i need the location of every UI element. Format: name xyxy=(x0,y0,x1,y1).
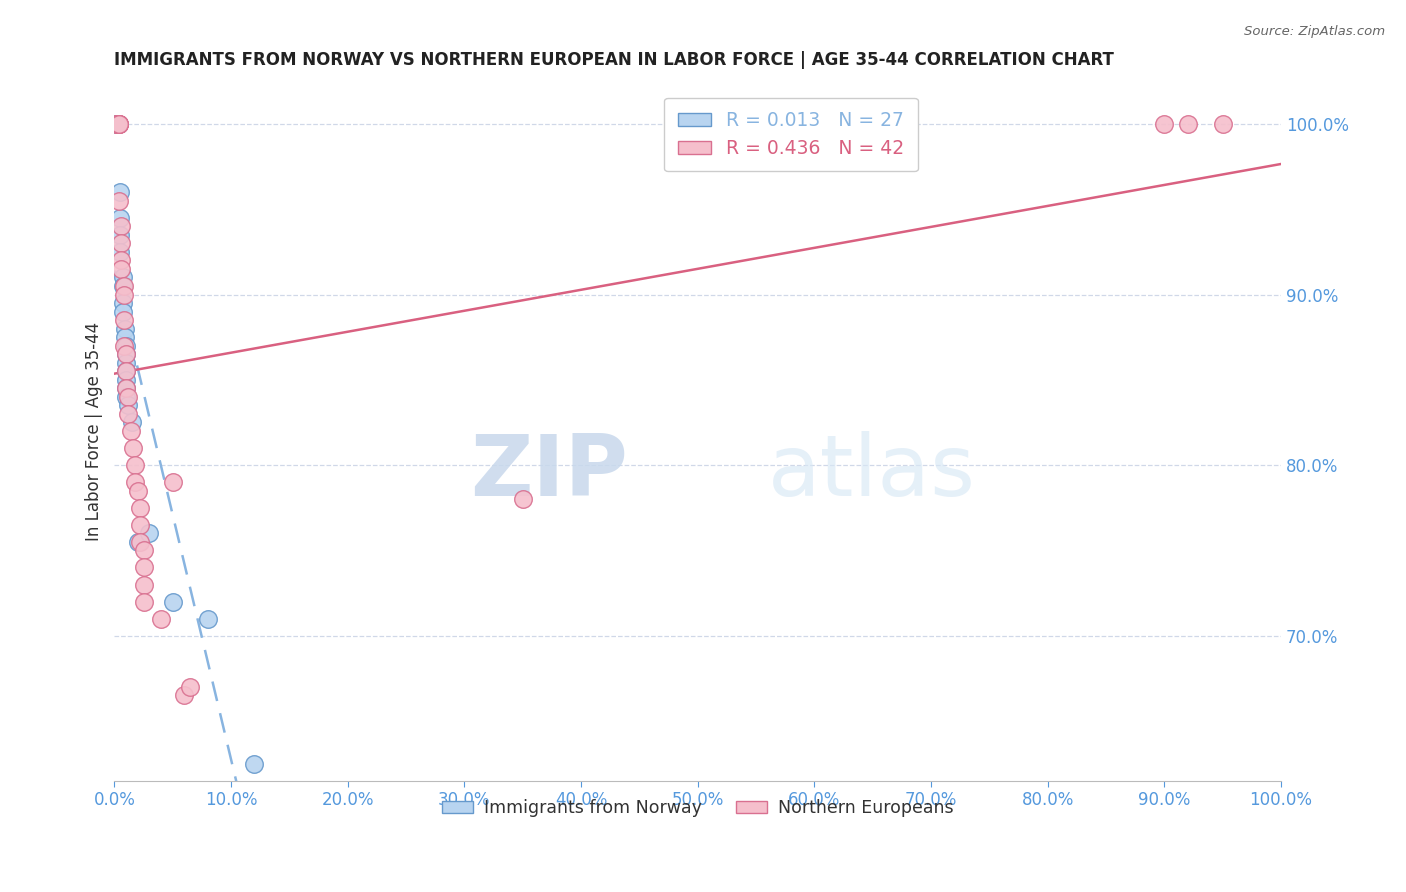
Text: atlas: atlas xyxy=(768,432,976,515)
Point xyxy=(105,117,128,131)
Point xyxy=(108,117,131,131)
Point xyxy=(162,594,184,608)
Point xyxy=(162,475,184,490)
Point xyxy=(117,398,139,412)
Point xyxy=(105,117,128,131)
Point xyxy=(150,612,173,626)
Y-axis label: In Labor Force | Age 35-44: In Labor Force | Age 35-44 xyxy=(86,321,103,541)
Point xyxy=(115,381,138,395)
Text: Source: ZipAtlas.com: Source: ZipAtlas.com xyxy=(1244,25,1385,38)
Point xyxy=(112,287,135,301)
Point xyxy=(129,500,152,515)
Point xyxy=(112,313,135,327)
Point xyxy=(127,483,149,498)
Point xyxy=(132,560,155,574)
Point xyxy=(197,612,219,626)
Point xyxy=(129,517,152,532)
Point xyxy=(122,441,145,455)
Point xyxy=(110,262,132,277)
Point xyxy=(1177,117,1199,131)
Text: IMMIGRANTS FROM NORWAY VS NORTHERN EUROPEAN IN LABOR FORCE | AGE 35-44 CORRELATI: IMMIGRANTS FROM NORWAY VS NORTHERN EUROP… xyxy=(114,51,1115,69)
Point xyxy=(129,534,152,549)
Point xyxy=(108,117,131,131)
Point xyxy=(110,244,132,259)
Point xyxy=(117,407,139,421)
Point xyxy=(115,364,138,378)
Point xyxy=(105,117,128,131)
Point xyxy=(138,526,160,541)
Point xyxy=(111,270,134,285)
Point xyxy=(112,279,135,293)
Point xyxy=(110,185,132,199)
Point xyxy=(243,756,266,771)
Point xyxy=(114,321,136,335)
Point xyxy=(111,296,134,310)
Point xyxy=(110,219,132,234)
Point xyxy=(124,475,146,490)
Point xyxy=(115,347,138,361)
Point xyxy=(105,117,128,131)
Point xyxy=(124,458,146,472)
Point xyxy=(110,253,132,268)
Point xyxy=(108,117,131,131)
Point xyxy=(108,194,131,208)
Point xyxy=(108,117,131,131)
Point xyxy=(105,117,128,131)
Point xyxy=(112,339,135,353)
Point xyxy=(111,279,134,293)
Point xyxy=(115,381,138,395)
Point xyxy=(173,689,195,703)
Point xyxy=(179,680,201,694)
Point xyxy=(115,356,138,370)
Legend: Immigrants from Norway, Northern Europeans: Immigrants from Norway, Northern Europea… xyxy=(434,792,960,824)
Point xyxy=(110,211,132,225)
Point xyxy=(1153,117,1175,131)
Point xyxy=(115,364,138,378)
Point xyxy=(132,594,155,608)
Point xyxy=(115,347,138,361)
Point xyxy=(114,330,136,344)
Point xyxy=(132,543,155,558)
Point xyxy=(110,227,132,242)
Point xyxy=(117,390,139,404)
Point xyxy=(132,577,155,591)
Text: ZIP: ZIP xyxy=(470,432,627,515)
Point xyxy=(121,416,143,430)
Point xyxy=(127,534,149,549)
Point xyxy=(120,424,142,438)
Point xyxy=(115,339,138,353)
Point xyxy=(1212,117,1234,131)
Point xyxy=(110,236,132,251)
Point xyxy=(115,390,138,404)
Point xyxy=(105,117,128,131)
Point xyxy=(111,304,134,318)
Point xyxy=(512,492,534,507)
Point xyxy=(108,117,131,131)
Point xyxy=(115,373,138,387)
